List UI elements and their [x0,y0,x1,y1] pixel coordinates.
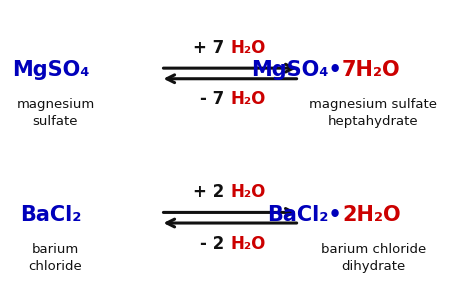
Text: 2H₂O: 2H₂O [342,205,401,225]
Text: MgSO₄•: MgSO₄• [251,61,342,80]
Text: barium
chloride: barium chloride [28,243,82,273]
Text: BaCl₂•: BaCl₂• [267,205,342,225]
Text: H₂O: H₂O [230,38,266,56]
Text: H₂O: H₂O [230,90,266,108]
Text: MgSO₄: MgSO₄ [12,61,90,80]
Text: - 2: - 2 [200,235,230,253]
Text: barium chloride
dihydrate: barium chloride dihydrate [321,243,426,273]
Text: 7H₂O: 7H₂O [342,61,401,80]
Text: + 2: + 2 [193,183,230,201]
Text: + 7: + 7 [193,38,230,56]
Text: H₂O: H₂O [230,183,266,201]
Text: magnesium sulfate
heptahydrate: magnesium sulfate heptahydrate [309,98,437,128]
Text: H₂O: H₂O [230,235,266,253]
Text: magnesium
sulfate: magnesium sulfate [16,98,95,128]
Text: BaCl₂: BaCl₂ [20,205,82,225]
Text: - 7: - 7 [200,90,230,108]
